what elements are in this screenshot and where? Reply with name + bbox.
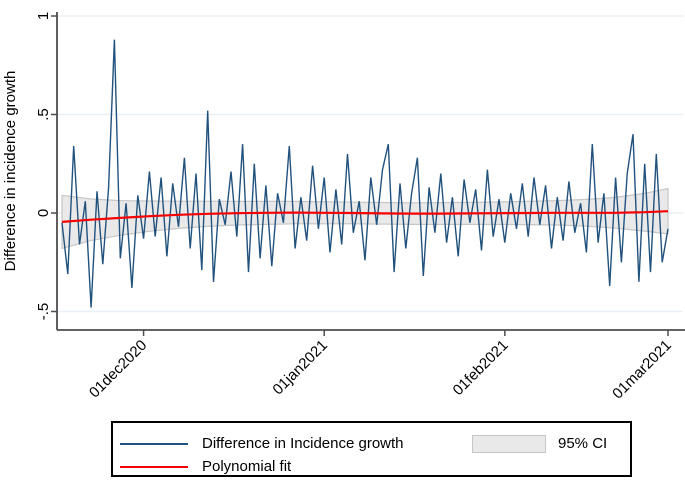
- y-tick-label: 1: [35, 12, 52, 20]
- series-difference-line: [61, 39, 669, 308]
- y-tick-label: 0: [35, 209, 52, 217]
- x-tick-label: 01mar2021: [609, 337, 675, 403]
- ci-swatch: [472, 435, 546, 453]
- legend: Difference in Incidence growth 95% CI Po…: [111, 421, 632, 477]
- x-tick-label: 01jan2021: [269, 337, 331, 399]
- x-tick-label: 01feb2021: [450, 337, 512, 399]
- legend-label-fit: Polynomial fit: [202, 458, 292, 475]
- x-tick-label: 01dec2020: [86, 337, 151, 402]
- y-tick-label: -.5: [35, 303, 52, 321]
- series-line-swatch: [120, 443, 188, 445]
- y-tick-label: .5: [35, 108, 52, 121]
- y-axis-title: Difference in incidence growth: [2, 71, 19, 272]
- plot-area: 1 .5 0 -.5 01dec2020 01jan2021 01feb2021 01mar2…: [2, 12, 685, 403]
- legend-label-ci: 95% CI: [558, 435, 608, 452]
- legend-label-series: Difference in Incidence growth: [202, 435, 404, 452]
- polynomial-fit-line: [61, 210, 669, 223]
- fit-line-swatch: [120, 466, 188, 468]
